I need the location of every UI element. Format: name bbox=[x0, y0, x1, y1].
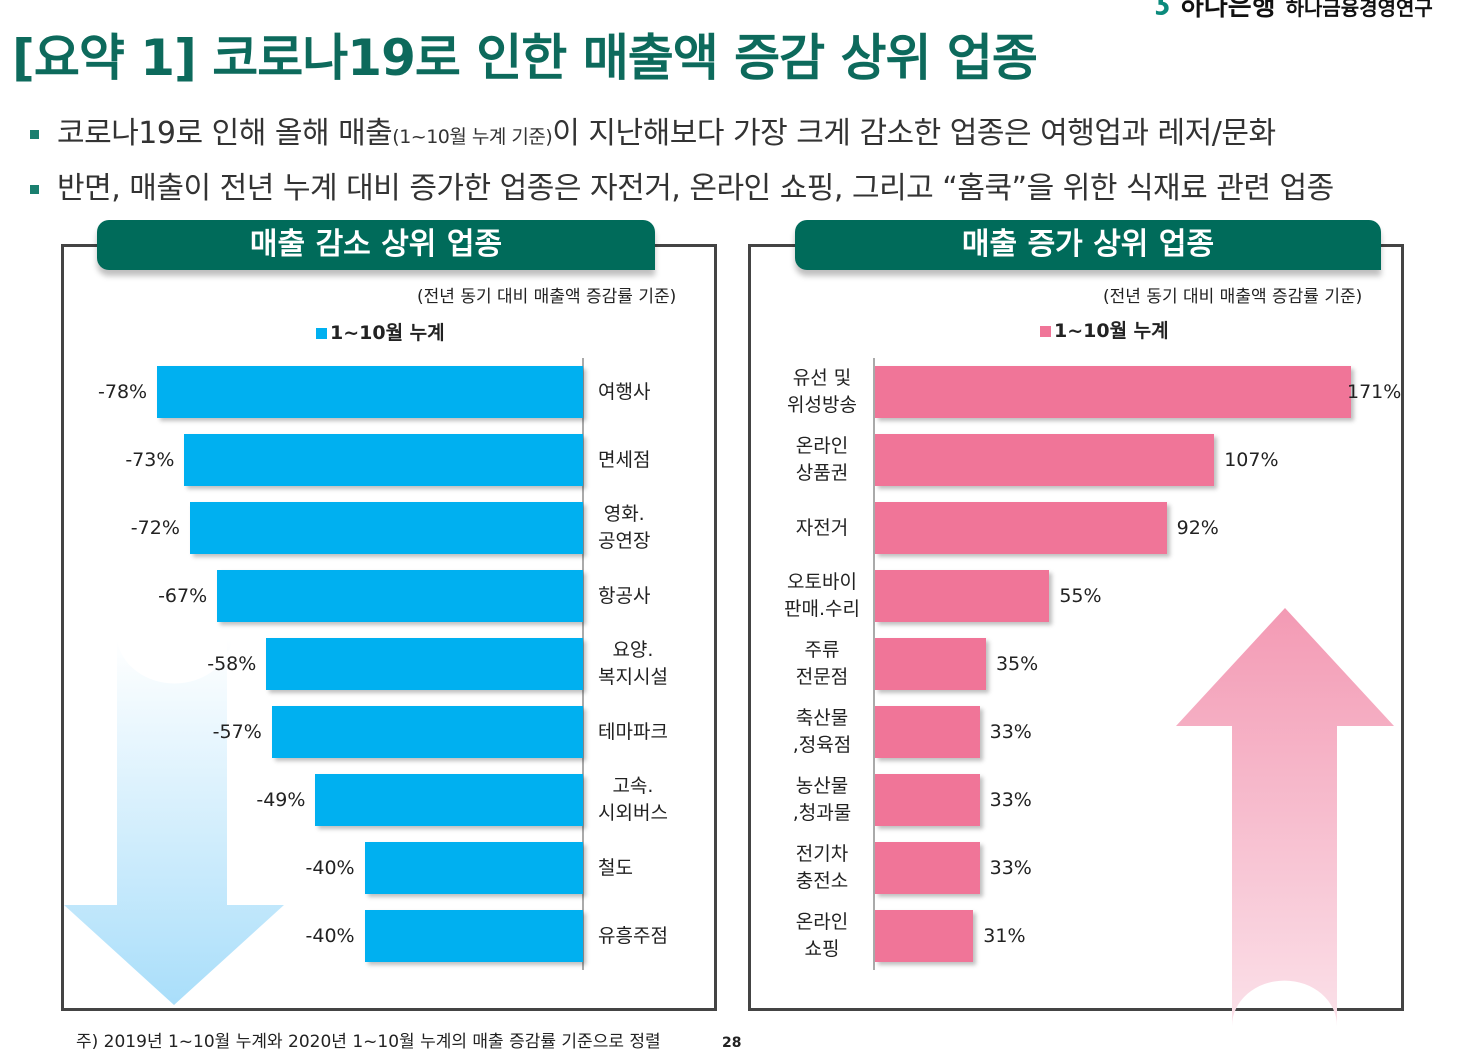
legend-label: 1~10월 누계 bbox=[330, 322, 445, 344]
decrease-axis bbox=[582, 358, 584, 970]
category-label: 온라인 상품권 bbox=[795, 435, 849, 484]
bar-increase bbox=[875, 910, 974, 962]
increase-tab-title: 매출 증가 상위 업종 bbox=[795, 220, 1381, 270]
value-label: 33% bbox=[989, 789, 1032, 811]
bar-decrease bbox=[189, 502, 583, 554]
category-label: 자전거 bbox=[795, 517, 849, 539]
bullet-text: 이 지난해보다 가장 크게 감소한 업종은 여행업과 레저/문화 bbox=[552, 116, 1276, 151]
legend-swatch bbox=[1040, 326, 1051, 337]
category-label: 영화. 공연장 bbox=[598, 503, 651, 552]
bar-increase bbox=[875, 366, 1351, 418]
bullet-note: (1~10월 누계 기준) bbox=[392, 126, 553, 148]
decrease-basis: (전년 동기 대비 매출액 증감률 기준) bbox=[417, 287, 677, 307]
legend-label: 1~10월 누계 bbox=[1054, 320, 1169, 342]
bar-decrease bbox=[217, 570, 583, 622]
decrease-tab-title: 매출 감소 상위 업종 bbox=[97, 220, 655, 270]
category-label: 여행사 bbox=[598, 381, 651, 403]
bar-decrease bbox=[157, 366, 583, 418]
category-label: 테마파크 bbox=[598, 721, 668, 743]
value-label: -73% bbox=[125, 449, 175, 471]
category-label: 축산물 ,정육점 bbox=[792, 707, 852, 756]
bar-decrease bbox=[266, 638, 583, 690]
value-label: -72% bbox=[130, 517, 180, 539]
value-label: 33% bbox=[989, 857, 1032, 879]
bar-increase bbox=[875, 774, 980, 826]
category-label: 요양. 복지시설 bbox=[598, 639, 668, 688]
value-label: -40% bbox=[305, 925, 355, 947]
bar-decrease bbox=[364, 910, 583, 962]
value-label: -58% bbox=[207, 653, 257, 675]
bullet-text: 반면, 매출이 전년 누계 대비 증가한 업종은 자전거, 온라인 쇼핑, 그리… bbox=[57, 171, 1334, 206]
increase-axis bbox=[873, 358, 875, 970]
hana-logo: ʖ 하나은행 하나금융경영연구 bbox=[1155, 0, 1433, 23]
bar-increase bbox=[875, 570, 1050, 622]
category-label: 고속. 시외버스 bbox=[598, 775, 668, 824]
logo-institute: 하나금융경영연구 bbox=[1285, 0, 1433, 20]
value-label: 107% bbox=[1224, 449, 1279, 471]
bar-increase bbox=[875, 638, 986, 690]
bar-increase bbox=[875, 842, 980, 894]
value-label: -78% bbox=[98, 381, 148, 403]
category-label: 농산물 ,청과물 bbox=[792, 775, 852, 824]
category-label: 유선 및 위성방송 bbox=[787, 367, 857, 416]
category-label: 주류 전문점 bbox=[795, 639, 849, 688]
logo-mark-icon: ʖ bbox=[1155, 0, 1170, 22]
bullet-icon bbox=[30, 185, 39, 194]
category-label: 면세점 bbox=[598, 449, 651, 471]
bar-decrease bbox=[364, 842, 583, 894]
logo-bank: 하나은행 bbox=[1179, 0, 1276, 22]
page-number: 28 bbox=[722, 1035, 742, 1051]
bar-increase bbox=[875, 502, 1167, 554]
value-label: 55% bbox=[1059, 585, 1102, 607]
bullet-text: 코로나19로 인해 올해 매출 bbox=[57, 116, 393, 151]
legend-swatch bbox=[316, 328, 327, 339]
bar-increase bbox=[875, 434, 1215, 486]
bar-increase bbox=[875, 706, 980, 758]
category-label: 오토바이 판매.수리 bbox=[784, 571, 860, 620]
down-arrow-icon bbox=[64, 640, 284, 1005]
category-label: 전기차 충전소 bbox=[795, 843, 849, 892]
value-label: -49% bbox=[256, 789, 306, 811]
bar-decrease bbox=[271, 706, 583, 758]
page-title: [요약 1] 코로나19로 인한 매출액 증감 상위 업종 bbox=[12, 29, 1038, 87]
value-label: 171% bbox=[1347, 381, 1402, 403]
footnote: 주) 2019년 1~10월 누계와 2020년 1~10월 누계의 매출 증감… bbox=[76, 1032, 661, 1052]
bullet-icon bbox=[30, 130, 39, 139]
bar-decrease bbox=[315, 774, 583, 826]
value-label: 35% bbox=[995, 653, 1039, 675]
value-label: -67% bbox=[158, 585, 208, 607]
category-label: 온라인 쇼핑 bbox=[795, 911, 849, 960]
value-label: -57% bbox=[212, 721, 262, 743]
value-label: 31% bbox=[983, 925, 1026, 947]
bar-decrease bbox=[184, 434, 583, 486]
value-label: -40% bbox=[305, 857, 355, 879]
value-label: 33% bbox=[989, 721, 1032, 743]
increase-basis: (전년 동기 대비 매출액 증감률 기준) bbox=[1103, 287, 1363, 307]
increase-legend: 1~10월 누계 bbox=[1040, 316, 1169, 343]
bullet-1: 코로나19로 인해 올해 매출(1~10월 누계 기준)이 지난해보다 가장 크… bbox=[30, 108, 1276, 152]
category-label: 유흥주점 bbox=[598, 925, 668, 947]
category-label: 철도 bbox=[598, 857, 633, 879]
decrease-legend: 1~10월 누계 bbox=[316, 318, 445, 345]
value-label: 92% bbox=[1176, 517, 1219, 539]
category-label: 항공사 bbox=[598, 585, 651, 607]
up-arrow-icon bbox=[1176, 608, 1394, 1026]
bullet-2: 반면, 매출이 전년 누계 대비 증가한 업종은 자전거, 온라인 쇼핑, 그리… bbox=[30, 163, 1334, 207]
